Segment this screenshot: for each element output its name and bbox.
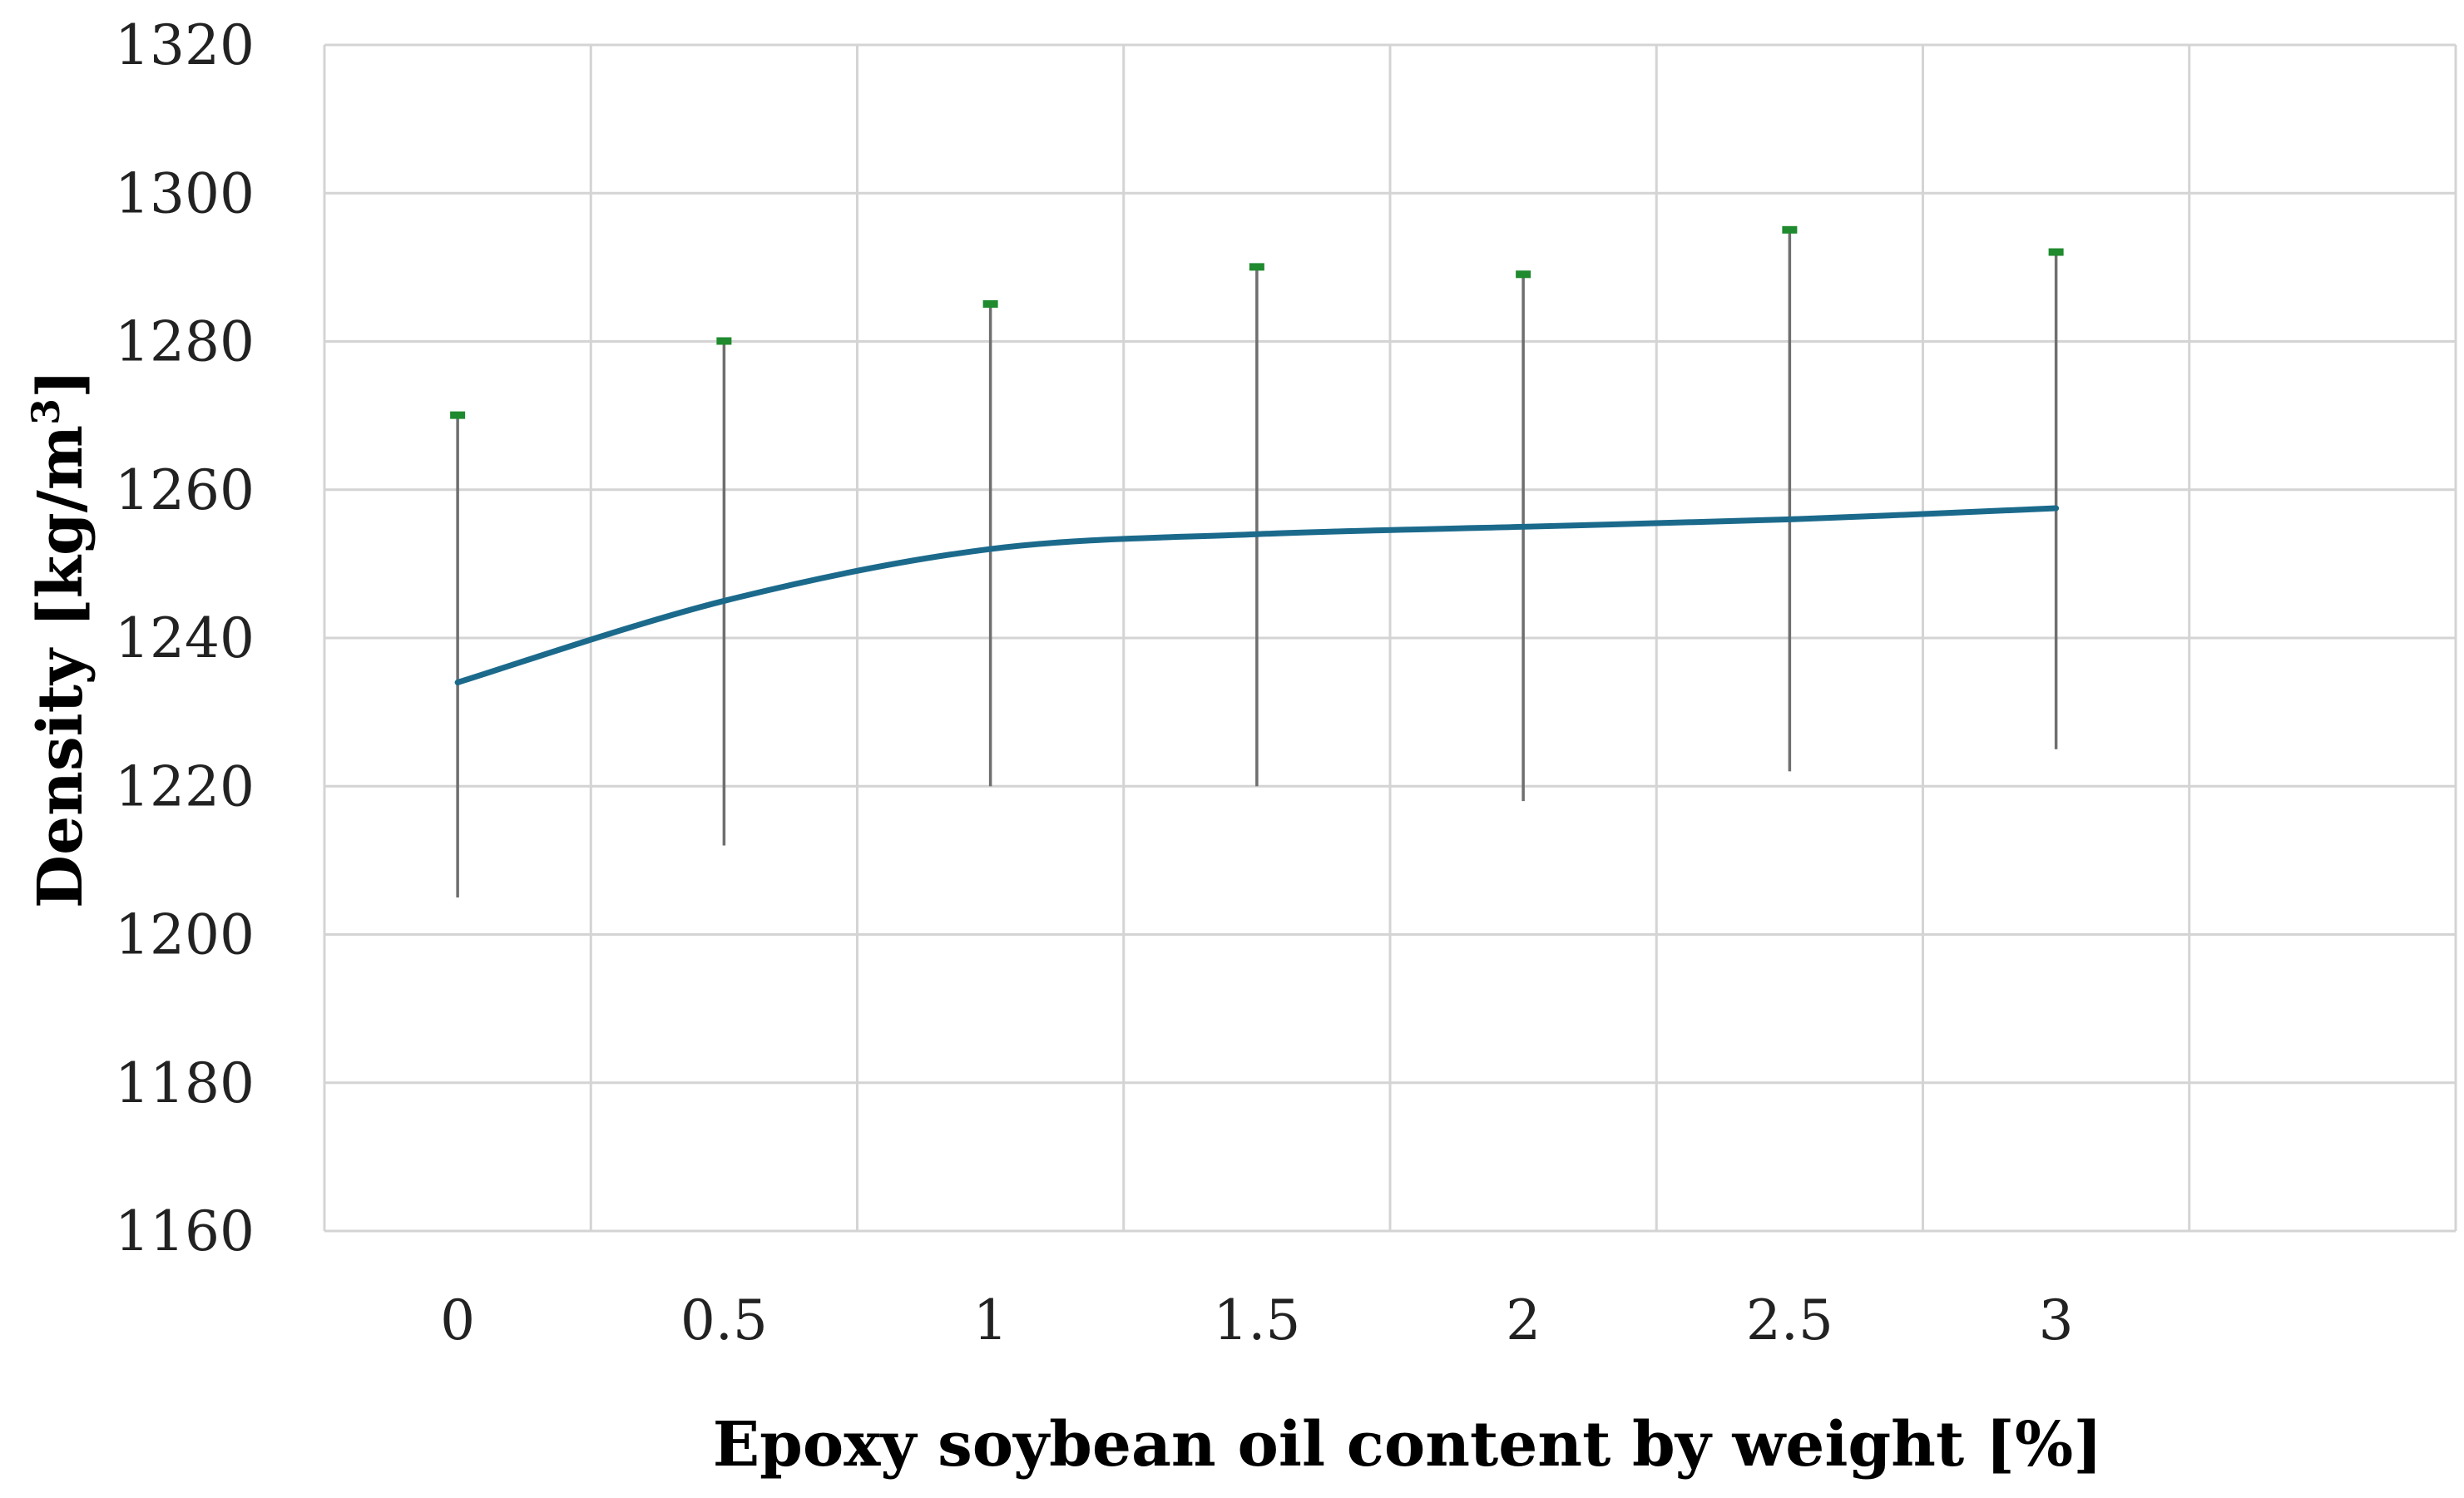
x-tick-label: 0.5 [680, 1288, 768, 1352]
error-bar-cap [450, 411, 466, 419]
y-tick-label: 1320 [115, 13, 255, 77]
y-tick-label: 1180 [115, 1051, 255, 1115]
y-tick-label: 1240 [115, 606, 255, 670]
error-bar-cap [716, 337, 732, 345]
horizontal-gridlines [324, 43, 2456, 1233]
x-tick-label: 0 [440, 1288, 475, 1352]
x-axis-tick-labels: 0 0.5 1 1.5 2 2.5 3 [440, 1288, 2074, 1352]
y-tick-label: 1300 [115, 161, 255, 225]
error-bar-cap [1249, 263, 1264, 271]
x-tick-label: 2 [1506, 1288, 1541, 1352]
y-axis-title-end: ] [25, 369, 96, 398]
y-tick-label: 1200 [115, 903, 255, 967]
y-axis-title-main: Density [kg/m [25, 425, 96, 908]
error-bar-cap [982, 299, 998, 308]
y-axis-title-superscript: 3 [23, 398, 68, 425]
x-tick-label: 1.5 [1213, 1288, 1300, 1352]
y-tick-label: 1260 [115, 458, 255, 522]
y-axis-title: Density [kg/m3] [23, 369, 96, 908]
y-tick-label: 1160 [115, 1199, 255, 1263]
error-bar-cap [1516, 270, 1531, 279]
x-tick-label: 1 [973, 1288, 1008, 1352]
y-axis-tick-labels: 1160 1180 1200 1220 1240 1260 1280 1300 1320 [115, 13, 255, 1263]
error-bar-cap [2048, 248, 2064, 256]
y-tick-label: 1280 [115, 310, 255, 374]
y-tick-label: 1220 [115, 754, 255, 818]
error-bar-cap [1782, 225, 1798, 234]
x-tick-label: 2.5 [1746, 1288, 1833, 1352]
x-tick-label: 3 [2039, 1288, 2074, 1352]
error-bars [450, 225, 2064, 897]
density-series-line [454, 505, 2060, 685]
x-axis-title: Epoxy soybean oil content by weight [%] [713, 1409, 2103, 1481]
